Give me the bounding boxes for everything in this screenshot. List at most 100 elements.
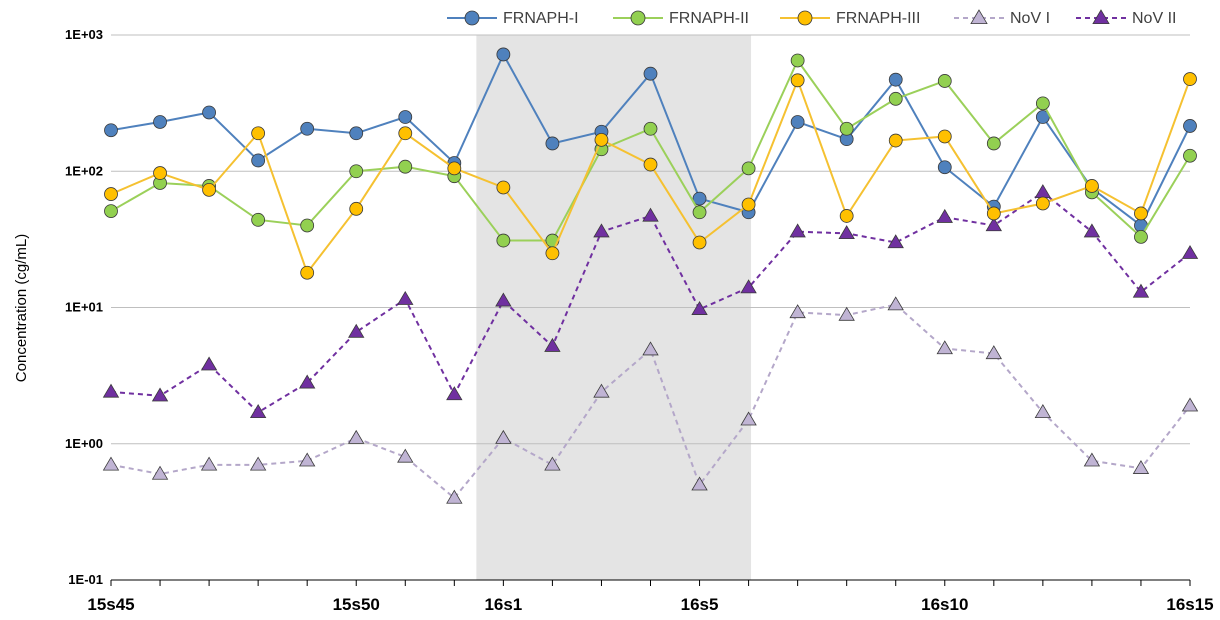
data-point	[202, 182, 216, 197]
series-nov-i	[102, 296, 1199, 504]
x-tick-label: 16s5	[681, 595, 719, 614]
series-frnaph-iii	[104, 72, 1197, 280]
axis-layer: 1E-01 1E+00 1E+01 1E+02 1E+03 15s45 15s50 16s1 1…	[65, 27, 1214, 614]
legend: FRNAPH-I FRNAPH-II FRNAPH-III NoV I NoV II	[447, 9, 1176, 27]
legend-marker	[1092, 9, 1110, 25]
data-point	[300, 265, 315, 280]
data-point	[593, 223, 610, 238]
data-point	[349, 164, 364, 179]
data-point	[642, 341, 659, 356]
data-point	[1183, 148, 1197, 163]
y-tick-label: 1E-01	[68, 572, 103, 587]
data-point	[790, 115, 805, 129]
data-point	[545, 246, 560, 261]
data-point	[153, 115, 167, 129]
data-point	[937, 74, 952, 88]
x-tick-label: 16s15	[1166, 595, 1213, 614]
legend-marker	[797, 10, 813, 26]
data-point	[446, 489, 463, 504]
data-point	[985, 217, 1003, 232]
data-point	[398, 110, 413, 124]
legend-item: FRNAPH-II	[613, 10, 749, 27]
data-point	[692, 191, 707, 206]
data-point	[643, 66, 658, 81]
data-point	[986, 136, 1001, 151]
x-tick-label: 16s10	[921, 595, 968, 614]
data-point	[496, 180, 511, 195]
data-point	[838, 225, 855, 240]
data-point	[348, 429, 365, 444]
data-point	[298, 452, 316, 467]
data-point	[349, 126, 364, 141]
data-point	[741, 197, 756, 212]
y-tick-label: 1E+00	[65, 436, 103, 451]
data-point	[349, 201, 364, 216]
legend-label: FRNAPH-II	[669, 10, 749, 27]
data-point	[740, 279, 757, 294]
data-point	[251, 153, 266, 168]
data-point	[545, 136, 560, 151]
data-point	[398, 126, 413, 141]
data-point	[298, 374, 316, 389]
data-point	[397, 290, 414, 305]
data-point	[200, 456, 218, 471]
legend-label: FRNAPH-III	[836, 10, 920, 27]
data-point	[249, 404, 267, 419]
data-point	[643, 157, 658, 172]
data-point	[251, 126, 266, 141]
data-point	[1181, 244, 1199, 259]
legend-item: NoV II	[1076, 9, 1176, 27]
legend-label: NoV I	[1010, 10, 1050, 27]
data-point	[937, 129, 952, 144]
y-tick-label: 1E+01	[65, 300, 103, 315]
data-point	[151, 465, 169, 480]
data-point	[691, 476, 708, 491]
data-point	[1034, 184, 1052, 199]
data-point	[936, 340, 953, 355]
data-point	[1181, 397, 1199, 412]
data-point	[251, 212, 266, 227]
data-point	[104, 123, 118, 138]
data-point	[1085, 179, 1099, 193]
data-point	[593, 383, 610, 398]
data-point	[153, 166, 167, 180]
data-point	[1134, 206, 1148, 221]
data-point	[937, 160, 952, 175]
data-point	[692, 235, 707, 250]
data-point	[691, 301, 708, 315]
data-point	[102, 456, 120, 471]
series-line	[110, 303, 1191, 500]
y-tick-label: 1E+02	[65, 163, 103, 178]
data-point	[1132, 283, 1150, 298]
data-point	[1183, 119, 1197, 133]
data-point	[888, 91, 903, 106]
data-point	[300, 121, 315, 136]
data-point	[790, 73, 805, 88]
data-point	[104, 204, 118, 218]
data-point	[887, 296, 904, 311]
data-point	[594, 132, 609, 147]
data-point	[1083, 223, 1101, 238]
data-point	[249, 456, 267, 471]
data-point	[447, 161, 462, 176]
legend-marker	[630, 10, 646, 26]
data-point	[151, 387, 169, 402]
data-point	[985, 345, 1003, 360]
data-point	[838, 306, 855, 321]
data-point	[104, 187, 118, 201]
legend-marker	[970, 9, 988, 25]
legend-label: FRNAPH-I	[503, 10, 579, 27]
data-point	[1134, 229, 1148, 244]
data-point	[495, 292, 512, 307]
data-point	[790, 53, 805, 68]
series-layer	[102, 47, 1199, 504]
y-tick-label: 1E+03	[65, 27, 103, 42]
data-point	[936, 208, 953, 223]
data-point	[1035, 96, 1050, 111]
data-point	[887, 234, 904, 249]
data-point	[202, 105, 216, 120]
data-point	[544, 456, 561, 471]
data-point	[1034, 404, 1052, 419]
data-point	[986, 206, 1001, 221]
